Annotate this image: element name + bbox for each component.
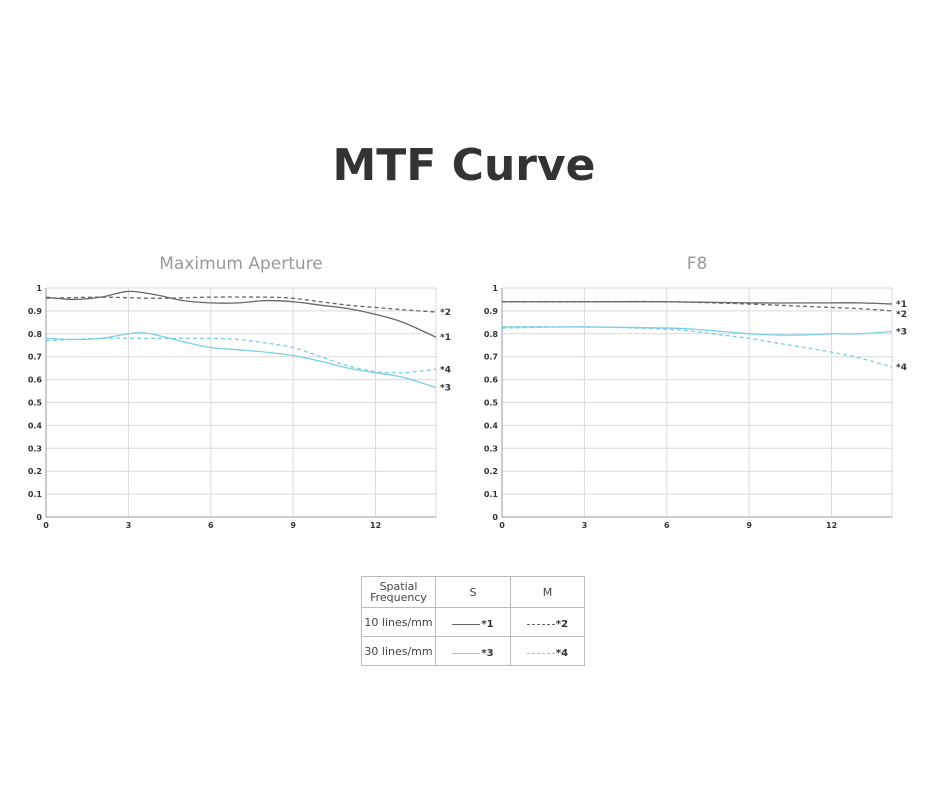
x-tick-label: 3: [582, 521, 588, 530]
series-end-label: *3: [896, 328, 907, 338]
y-tick-label: 1: [492, 284, 498, 293]
dashed-gray-line-swatch: [526, 623, 555, 625]
legend-sample-3: *3: [452, 647, 494, 659]
legend-row-10-lines: 10 lines/mm *1 *2: [361, 607, 585, 637]
legend-sample-1: *1: [452, 618, 494, 630]
x-tick-label: 6: [208, 521, 214, 530]
legend-sample-label: *2: [555, 618, 569, 630]
y-tick-label: 0.5: [484, 399, 499, 408]
y-tick-label: 0.2: [28, 467, 42, 476]
series-end-label: *2: [440, 308, 451, 318]
series-end-label: *4: [440, 365, 451, 375]
legend-row-label: 30 lines/mm: [361, 636, 436, 666]
legend-header-row: Spatial Frequency S M: [361, 576, 585, 608]
y-tick-label: 0.8: [28, 330, 43, 339]
x-tick-label: 0: [43, 521, 49, 530]
legend-row-30-lines: 30 lines/mm *3 *4: [361, 636, 585, 666]
chart-maximum-aperture: Maximum Aperture 0 0.1 0.2 0.3 0.4 0.5 0.6 0.7 0.…: [28, 254, 451, 530]
y-tick-label: 1: [36, 284, 42, 293]
x-tick-label: 9: [290, 521, 296, 530]
page-title: MTF Curve: [332, 140, 596, 191]
x-tick-label: 0: [499, 521, 505, 530]
legend-header-m: M: [510, 576, 585, 608]
y-tick-label: 0.1: [28, 490, 43, 499]
y-tick-label: 0.6: [484, 376, 499, 385]
legend-sample-cell: *3: [435, 636, 511, 666]
legend-sample-label: *4: [555, 647, 569, 659]
legend-sample-cell: *2: [510, 607, 585, 637]
legend-sample-cell: *4: [510, 636, 585, 666]
solid-gray-line-swatch: [452, 623, 481, 625]
y-tick-label: 0.5: [28, 399, 43, 408]
y-tick-label: 0.7: [484, 353, 498, 362]
legend-sample-2: *2: [526, 618, 569, 630]
y-tick-label: 0.9: [484, 307, 499, 316]
legend-table: Spatial Frequency S M 10 lines/mm *1 *2 …: [361, 576, 585, 666]
series-end-label: *1: [896, 300, 907, 310]
y-tick-label: 0.8: [484, 330, 499, 339]
legend-header-line-1: Spatial: [379, 580, 418, 593]
x-tick-label: 6: [664, 521, 670, 530]
legend-sample-4: *4: [526, 647, 569, 659]
series-end-label: *2: [896, 310, 907, 320]
solid-blue-line-swatch: [452, 652, 481, 654]
series-line-4: [45, 337, 437, 374]
x-tick-label: 12: [370, 521, 381, 530]
chart-subtitle: F8: [687, 254, 708, 274]
series-line-2: [501, 300, 893, 312]
y-tick-label: 0.9: [28, 307, 43, 316]
series-line-3: [45, 331, 437, 389]
legend-sample-cell: *1: [435, 607, 511, 637]
series-end-label: *3: [440, 384, 451, 394]
series-end-label: *1: [440, 333, 451, 343]
x-tick-label: 9: [746, 521, 752, 530]
y-tick-label: 0: [492, 513, 498, 522]
y-tick-label: 0: [36, 513, 42, 522]
x-tick-label: 12: [826, 521, 837, 530]
x-tick-label: 3: [126, 521, 132, 530]
y-tick-label: 0.6: [28, 376, 43, 385]
legend-header-spatial-frequency: Spatial Frequency: [361, 576, 436, 608]
y-tick-label: 0.3: [28, 444, 42, 453]
y-tick-label: 0.4: [28, 421, 43, 430]
y-tick-label: 0.4: [484, 421, 499, 430]
legend-row-label: 10 lines/mm: [361, 607, 436, 637]
legend-sample-label: *1: [481, 618, 494, 630]
legend-sample-label: *3: [481, 647, 494, 659]
series-line-2: [45, 296, 437, 313]
chart-subtitle: Maximum Aperture: [159, 254, 323, 274]
series-end-label: *4: [896, 363, 907, 373]
dashed-blue-line-swatch: [526, 652, 555, 654]
y-tick-label: 0.7: [28, 353, 42, 362]
legend-header-s: S: [435, 576, 511, 608]
y-tick-label: 0.3: [484, 444, 498, 453]
y-tick-label: 0.2: [484, 467, 498, 476]
series-line-4: [501, 326, 893, 368]
y-tick-label: 0.1: [484, 490, 499, 499]
series-line-1: [501, 301, 893, 305]
series-line-1: [45, 290, 437, 338]
legend-header-line-2: Frequency: [370, 591, 427, 604]
